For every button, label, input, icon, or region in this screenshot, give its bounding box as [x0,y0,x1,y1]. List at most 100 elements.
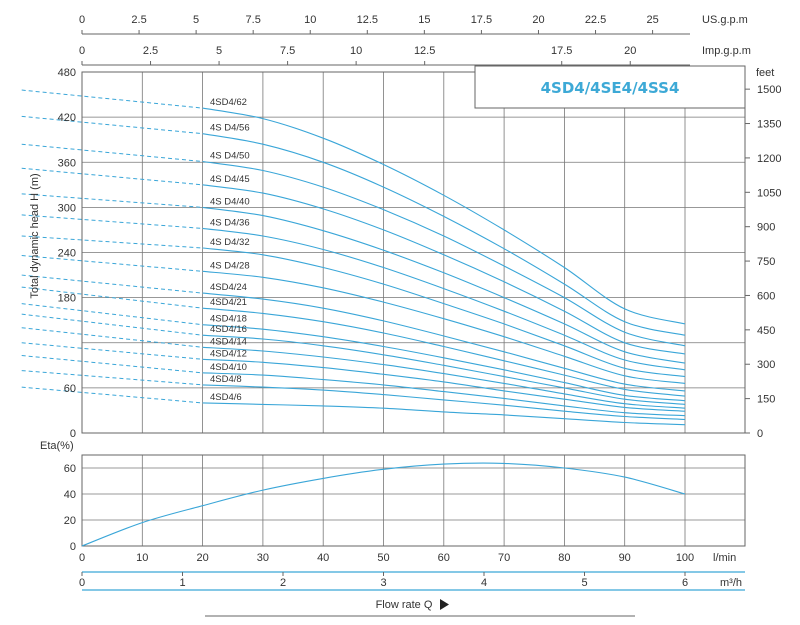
head-curve-label: 4SD4/8 [210,374,242,385]
y-tick-label: 360 [58,157,76,169]
head-curve-label: 4S D4/40 [210,196,250,207]
y-tick-label: 0 [70,428,76,440]
top-axis-tick-label: 22.5 [585,14,606,26]
top-axis-tick-label: 2.5 [131,14,146,26]
head-curve-label: 4S D4/50 [210,150,250,161]
head-curve-label: 4S D4/32 [210,237,250,248]
eta-tick-label: 40 [64,489,76,501]
head-curve [202,384,686,421]
head-curve-extrapolation [21,327,203,348]
feet-tick-label: 1200 [757,153,781,165]
top-axis-tick-label: 12.5 [414,45,435,57]
head-curve [202,372,686,417]
head-curve-label: 4S D4/28 [210,260,250,271]
x-unit-label: l/min [713,552,736,564]
m3h-tick-label: 4 [481,577,487,589]
head-curve-label: 4SD4/12 [210,348,247,359]
chart-labels: 0601802403003604204800150300450600750900… [29,14,781,611]
head-curve [202,292,686,392]
head-curve-extrapolation [21,115,203,135]
head-curve-extrapolation [21,342,203,360]
feet-tick-label: 150 [757,394,775,406]
grid [82,72,745,546]
y-tick-label: 300 [58,202,76,214]
top-axis-tick-label: 0 [79,14,85,26]
m3h-tick-label: 2 [280,577,286,589]
head-curve [202,270,686,384]
head-curve [202,247,686,378]
head-curve-label: 4SD4/21 [210,297,247,308]
top-axis-tick-label: 7.5 [280,45,295,57]
x-tick-label: 100 [676,552,694,564]
x-tick-label: 80 [558,552,570,564]
head-curve-label: 4S D4/36 [210,217,250,228]
eta-tick-label: 0 [70,541,76,553]
top-axis-unit: Imp.g.p.m [702,45,751,57]
top-axis-tick-label: 10 [350,45,362,57]
x-tick-label: 0 [79,552,85,564]
head-curve-label: 4SD4/24 [210,282,247,293]
head-curve [202,133,686,336]
top-axis-tick-label: 10 [304,14,316,26]
head-curve [202,206,686,364]
head-curve-label: 4S D4/45 [210,174,250,185]
m3h-unit-label: m³/h [720,577,742,589]
efficiency-curve-line [81,462,686,547]
feet-tick-label: 750 [757,256,775,268]
head-curve [202,107,686,325]
head-curve-extrapolation [21,193,203,208]
top-axis-tick-label: 17.5 [471,14,492,26]
head-curve-extrapolation [21,386,203,404]
head-curve-extrapolation [21,370,203,386]
y-tick-label: 240 [58,248,76,260]
head-curve-extrapolation [21,355,203,374]
head-curve-label: 4SD4/62 [210,97,247,108]
x-tick-label: 60 [438,552,450,564]
m3h-tick-label: 0 [79,577,85,589]
feet-tick-label: 1500 [757,84,781,96]
feet-tick-label: 900 [757,222,775,234]
feet-tick-label: 300 [757,359,775,371]
eta-tick-label: 20 [64,515,76,527]
top-axis-tick-label: 5 [216,45,222,57]
x-tick-label: 30 [257,552,269,564]
head-curve-extrapolation [21,143,203,162]
head-curve [202,358,686,412]
head-curve [202,402,686,426]
x-tick-label: 50 [377,552,389,564]
x-tick-label: 90 [619,552,631,564]
x-tick-label: 10 [136,552,148,564]
m3h-tick-label: 6 [682,577,688,589]
eta-plot-frame [81,454,746,547]
head-curve [202,227,686,371]
feet-tick-label: 600 [757,290,775,302]
head-curve-label: 4S D4/56 [210,123,250,134]
title-box [474,65,746,109]
feet-tick-label: 0 [757,428,763,440]
eta-axis-title: Eta(%) [40,440,74,452]
top-axis-tick-label: 20 [532,14,544,26]
head-curve-extrapolation [21,313,203,336]
efficiency-curve [81,462,686,547]
head-curve-extrapolation [21,167,203,186]
top-axis-tick-label: 15 [418,14,430,26]
head-curve [202,324,686,402]
m3h-tick-label: 1 [179,577,185,589]
top-axis-tick-label: 7.5 [246,14,261,26]
head-curve [202,346,686,409]
head-curve-extrapolation [21,255,203,272]
head-curve-label: 4SD4/6 [210,392,242,403]
feet-unit-label: feet [756,67,774,79]
head-curve-extrapolation [21,235,203,249]
head-curve-extrapolation [21,286,203,309]
top-axis-unit: US.g.p.m [702,14,748,26]
head-curve-extrapolation [21,214,203,229]
head-curve [202,307,686,397]
y-tick-label: 60 [64,383,76,395]
x-tick-label: 40 [317,552,329,564]
head-axis-title: Total dynamic head H (m) [29,173,41,298]
head-curve-label: 4SD4/10 [210,362,247,373]
head-curves [21,89,686,426]
m3h-tick-label: 5 [581,577,587,589]
